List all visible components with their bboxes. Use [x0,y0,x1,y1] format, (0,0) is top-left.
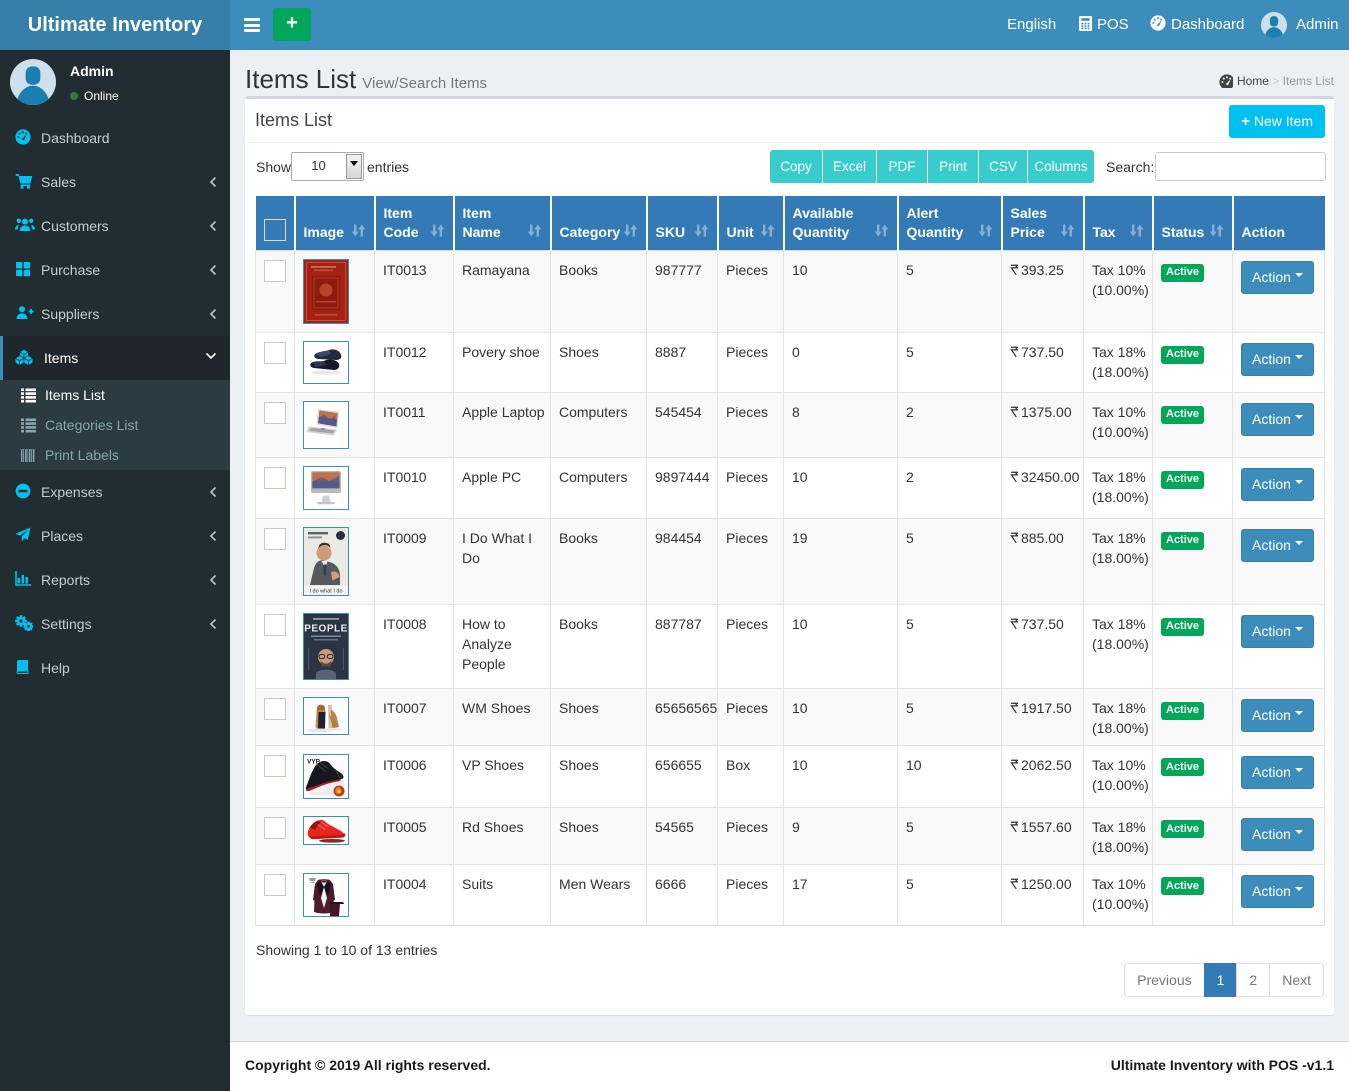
svg-text:PEOPLE: PEOPLE [304,624,348,635]
svg-text:VYP: VYP [307,758,321,765]
svg-text:I do what I do: I do what I do [309,589,342,595]
